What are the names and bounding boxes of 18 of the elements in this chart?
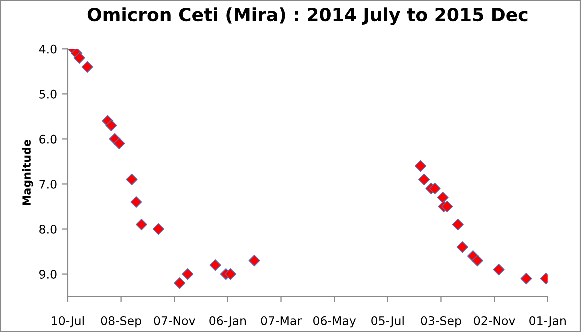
- x-tick-label: 06-Jan: [210, 316, 246, 328]
- x-tick-label: 07-Nov: [154, 316, 196, 326]
- x-tick-label: 01-Jan: [530, 316, 566, 328]
- x-tick-label: 06-May: [314, 316, 356, 328]
- x-tick-label: 02-Nov: [474, 316, 516, 326]
- x-tick-label: 08-Sep: [101, 316, 142, 328]
- y-axis-title: Magnitude: [22, 140, 34, 206]
- y-tick-label: 4.0: [39, 44, 57, 54]
- y-tick-label: 9.0: [40, 270, 57, 279]
- x-tick-label: 05-Jul: [372, 316, 404, 328]
- y-tick-label: 6.0: [40, 134, 57, 144]
- y-tick-label: 5.0: [40, 90, 57, 99]
- y-tick-label: 8.0: [40, 224, 57, 234]
- x-tick-label: 07-Mar: [261, 316, 302, 326]
- chart-title: Omicron Ceti (Mira) : 2014 July to 2015 Dec: [88, 8, 528, 26]
- x-tick-label: 03-Sep: [421, 316, 462, 328]
- y-tick-label: 7.0: [40, 180, 57, 189]
- x-tick-label: 10-Jul: [52, 316, 84, 328]
